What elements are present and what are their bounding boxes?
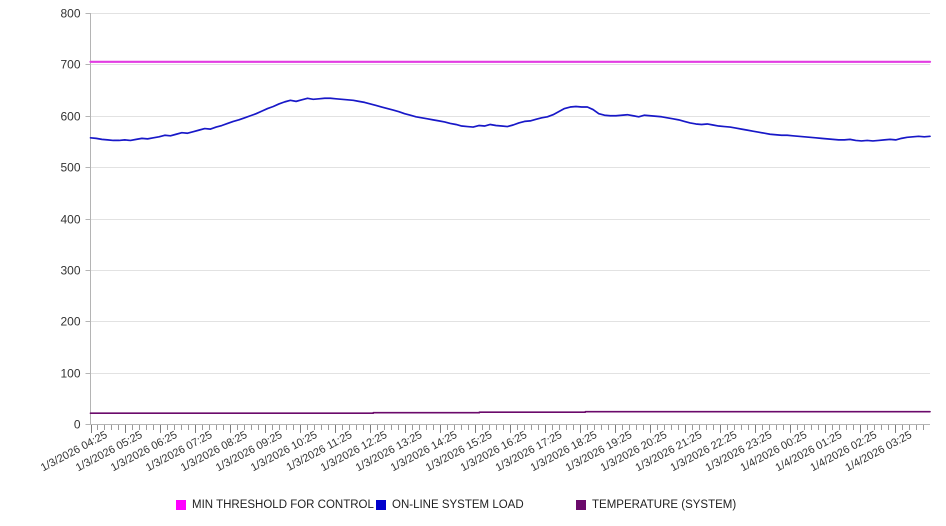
y-tick-label: 100: [60, 367, 80, 381]
y-tick-label: 0: [74, 418, 81, 432]
series-line: [89, 410, 931, 415]
y-axis: [85, 13, 91, 425]
x-tick-labels: 1/3/2026 04:251/3/2026 05:251/3/2026 06:…: [39, 429, 914, 474]
legend-swatch: [376, 500, 386, 510]
y-tick-label: 700: [60, 58, 80, 72]
y-tick-label: 800: [60, 7, 80, 21]
legend-label: MIN THRESHOLD FOR CONTROL: [192, 499, 374, 511]
data-series-group: [89, 60, 932, 415]
y-tick-label: 200: [60, 315, 80, 329]
y-tick-labels: 0 100 200 300 400 500 600 700 800: [60, 7, 80, 432]
legend-label: TEMPERATURE (SYSTEM): [592, 499, 736, 511]
legend-label: ON-LINE SYSTEM LOAD: [392, 499, 524, 511]
legend-swatch: [576, 500, 586, 510]
x-tick-marks: [91, 425, 924, 433]
gridlines-group: [90, 13, 930, 425]
chart-legend: MIN THRESHOLD FOR CONTROL ON-LINE SYSTEM …: [176, 499, 736, 511]
series-line: [89, 97, 931, 142]
y-tick-label: 500: [60, 161, 80, 175]
y-tick-label: 400: [60, 213, 80, 227]
legend-swatch: [176, 500, 186, 510]
y-tick-label: 300: [60, 264, 80, 278]
y-tick-label: 600: [60, 110, 80, 124]
